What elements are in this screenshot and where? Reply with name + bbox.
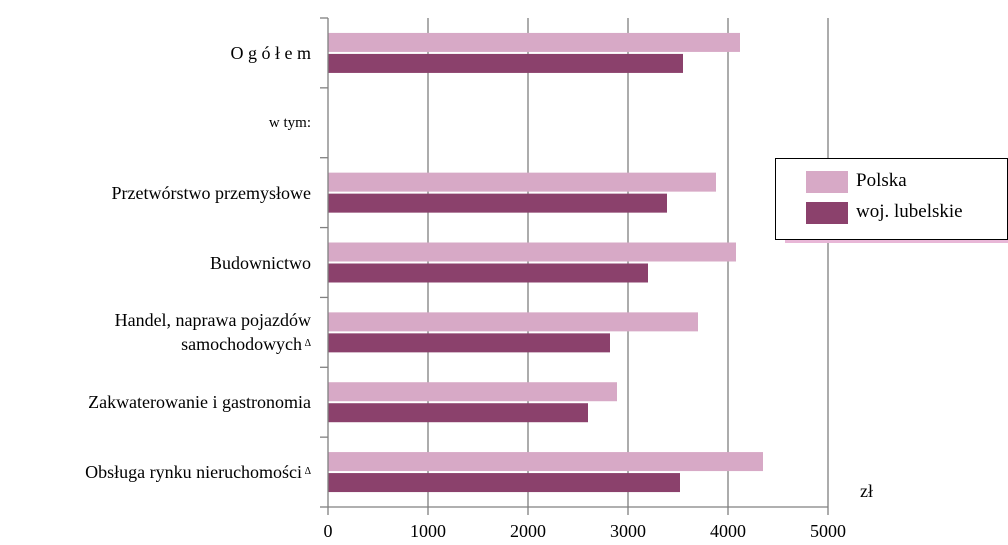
category-label: Handel, naprawa pojazdów samochodowych Δ xyxy=(115,308,311,360)
bar-lubelskie-4 xyxy=(328,333,610,353)
bar-lubelskie-3 xyxy=(328,263,648,283)
category-label: Przetwórstwo przemysłowe xyxy=(112,181,311,205)
bar-lubelskie-5 xyxy=(328,403,588,423)
bar-lubelskie-6 xyxy=(328,473,680,493)
legend-swatch-polska xyxy=(806,171,848,193)
category-label-line: Obsługa rynku nieruchomości Δ xyxy=(85,462,311,483)
category-label-line: Przetwórstwo przemysłowe xyxy=(111,182,311,203)
x-tick-label: 4000 xyxy=(710,521,746,541)
category-label-line: Handel, naprawa pojazdów xyxy=(114,310,311,331)
x-tick-label: 0 xyxy=(323,521,333,541)
bar-polska-0 xyxy=(328,32,740,52)
category-label: Obsługa rynku nieruchomości Δ xyxy=(85,460,311,488)
legend-label-polska: Polska xyxy=(856,170,907,191)
legend-swatch-lubelskie xyxy=(806,202,848,224)
bar-polska-6 xyxy=(328,452,763,472)
category-mark: Δ xyxy=(302,338,311,350)
x-tick-label: 1000 xyxy=(410,521,446,541)
category-label-line: w tym: xyxy=(268,114,311,131)
x-axis-unit-label: zł xyxy=(860,481,873,501)
category-label: O g ó ł e m xyxy=(231,41,312,65)
bar-polska-5 xyxy=(328,382,617,402)
x-tick-label: 2000 xyxy=(510,521,546,541)
category-label-line: samochodowych Δ xyxy=(181,334,311,355)
legend-shadow xyxy=(785,240,1008,243)
bar-lubelskie-2 xyxy=(328,193,667,213)
category-label: Budownictwo xyxy=(210,251,311,275)
category-mark: Δ xyxy=(302,466,311,478)
legend: Polska woj. lubelskie xyxy=(775,158,1008,240)
bar-lubelskie-0 xyxy=(328,53,683,73)
category-label-line: Budownictwo xyxy=(210,252,311,273)
x-tick-label: 5000 xyxy=(810,521,846,541)
category-label-line: O g ó ł e m xyxy=(230,42,312,63)
category-label: w tym: xyxy=(269,111,311,135)
legend-label-lubelskie: woj. lubelskie xyxy=(856,201,963,222)
category-label-line: Zakwaterowanie i gastronomia xyxy=(88,392,311,413)
bar-polska-2 xyxy=(328,172,716,192)
bar-polska-3 xyxy=(328,242,736,262)
bar-polska-4 xyxy=(328,312,698,332)
category-label: Zakwaterowanie i gastronomia xyxy=(88,390,311,414)
x-tick-label: 3000 xyxy=(610,521,646,541)
